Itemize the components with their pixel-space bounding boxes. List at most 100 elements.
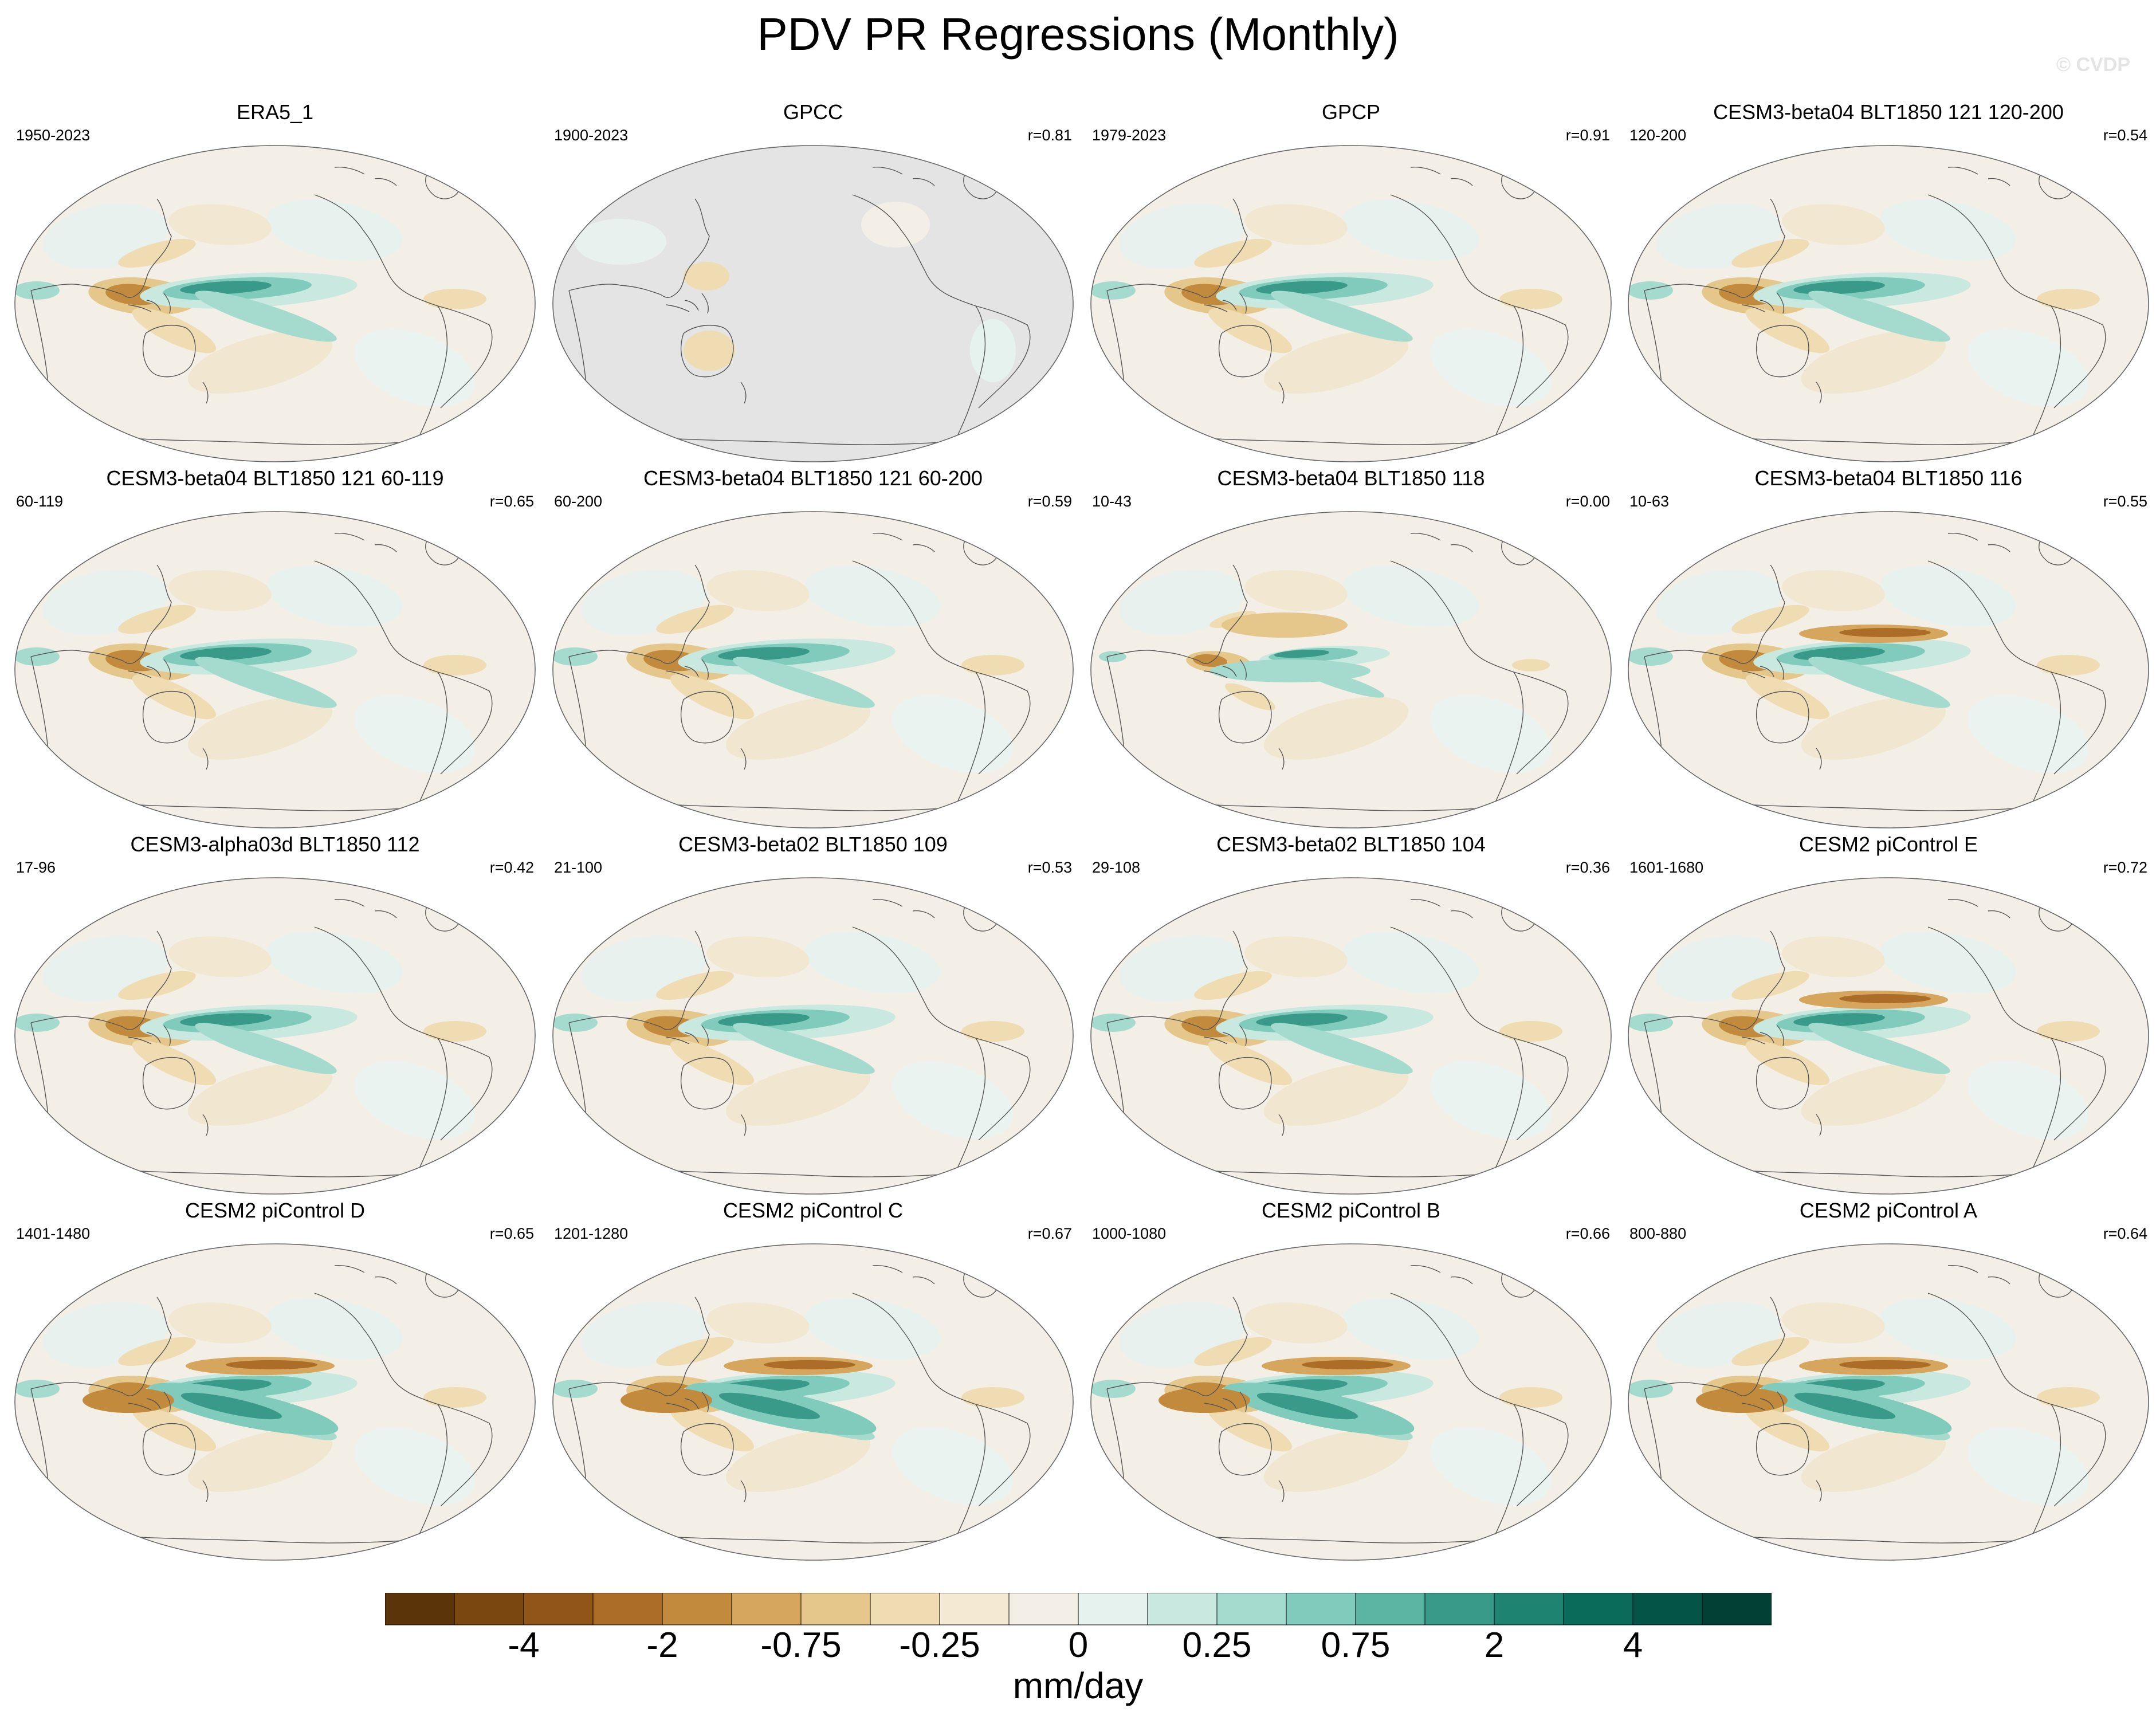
land-dry-patch — [684, 262, 729, 290]
dry-amazon — [961, 655, 1024, 676]
wet-indian-ocean — [1628, 1380, 1673, 1398]
map-panel: CESM3-beta04 BLT1850 121 120-200 120-200 r… — [1619, 100, 2156, 466]
dry-amazon — [2037, 1021, 2100, 1042]
panel-period: 1979-2023 — [1092, 127, 1167, 144]
colorbar-tick-label: 2 — [1485, 1625, 1504, 1662]
coastline — [1485, 660, 1524, 815]
weak-wet-patch — [892, 1061, 1014, 1139]
wet-strong-core — [1256, 1392, 1358, 1420]
coastline — [1278, 1114, 1285, 1136]
colorbar-tick-label: -0.75 — [760, 1625, 841, 1662]
weak-dry-patch — [168, 204, 272, 245]
coastline — [1816, 748, 1822, 770]
regression-map — [1090, 1243, 1612, 1561]
coastline — [1218, 1423, 1272, 1476]
wet-indian-ocean — [15, 647, 60, 666]
weak-wet-band — [1210, 659, 1370, 682]
coastlines — [1106, 898, 1611, 1181]
watermark: © CVDP — [2056, 54, 2130, 76]
panel-title: ERA5_1 — [236, 100, 314, 124]
coastline — [568, 1297, 710, 1396]
coastline — [1816, 1114, 1822, 1136]
wet-diagonal-band — [1271, 290, 1413, 342]
coastline — [975, 671, 1031, 775]
coastline — [1741, 1025, 1784, 1046]
weak-wet-patch — [354, 1427, 476, 1505]
coastline — [202, 1480, 209, 1502]
wet-strong-core — [718, 1392, 820, 1420]
regression-map — [14, 877, 536, 1195]
panel-title: CESM3-beta04 BLT1850 118 — [1217, 466, 1485, 490]
weak-dry-patch — [187, 331, 333, 394]
panel-period: 1601-1680 — [1629, 859, 1704, 876]
panel-pattern-correlation: r=0.65 — [489, 493, 534, 510]
map-border — [1090, 877, 1612, 1195]
weak-wet-patch — [266, 1298, 403, 1360]
coastline — [437, 1038, 493, 1141]
wet-indian-ocean — [553, 1014, 598, 1032]
weak-dry-patch — [1801, 331, 1946, 394]
coastline — [142, 1057, 196, 1110]
coastline — [1106, 198, 1248, 298]
panel-pattern-correlation: r=0.64 — [2103, 1225, 2147, 1242]
map-field — [1628, 146, 2149, 462]
panel-title: CESM2 piControl C — [722, 1199, 904, 1222]
coastline — [2022, 1392, 2061, 1547]
map-panel: CESM2 piControl D 1401-1480 r=0.65 — [6, 1198, 544, 1565]
panel-pattern-correlation: r=0.66 — [1565, 1225, 1610, 1242]
coastline — [1410, 166, 1473, 186]
coastline — [2051, 1404, 2106, 1507]
dry-nw-band — [656, 604, 734, 634]
colorbar-swatch — [523, 1593, 594, 1625]
map-panel: CESM2 piControl B 1000-1080 r=0.66 — [1082, 1198, 1620, 1565]
wet-diagonal-band — [195, 290, 337, 342]
coastline — [1218, 691, 1272, 744]
dry-amazon — [1499, 1387, 1562, 1408]
regression-map — [1090, 877, 1612, 1195]
colorbar-tick-label: 0.25 — [1183, 1625, 1252, 1662]
dry-nw-band — [1731, 238, 1809, 268]
dry-amazon — [423, 1387, 486, 1408]
colorbar-swatch — [1008, 1593, 1079, 1625]
wet-indian-ocean — [553, 1380, 598, 1398]
panel-title: GPCC — [783, 100, 843, 124]
dry-nw-band — [118, 604, 196, 634]
coastline — [128, 659, 171, 680]
coastline — [666, 1391, 709, 1412]
land-patch — [861, 202, 930, 248]
map-field — [1091, 878, 1611, 1194]
wet-indian-ocean — [1091, 1014, 1136, 1032]
panel-pattern-correlation: r=0.91 — [1565, 127, 1610, 144]
weak-wet-patch — [1430, 329, 1552, 407]
dry-nw-band — [1731, 604, 1809, 634]
colorbar-swatch — [1147, 1593, 1218, 1625]
coastline — [666, 1025, 709, 1046]
panel-pattern-correlation: r=0.81 — [1027, 127, 1072, 144]
dry-strong-core — [83, 1388, 174, 1413]
coastline — [568, 564, 710, 664]
wet-indian-ocean — [1091, 1380, 1136, 1398]
dry-nw-band — [118, 1337, 196, 1366]
panel-pattern-correlation: r=0.65 — [489, 1225, 534, 1242]
dry-amazon — [961, 1387, 1024, 1408]
coastline — [740, 1114, 747, 1136]
land-wet-patch — [575, 219, 666, 265]
coastline — [1513, 305, 1569, 409]
coastline — [1204, 659, 1247, 680]
coastline — [128, 1391, 171, 1412]
colorbar-swatch — [385, 1593, 455, 1625]
coastline — [1644, 564, 1785, 664]
map-border — [552, 145, 1074, 462]
dry-nw-band — [656, 1337, 734, 1366]
weak-dry-patch — [1244, 204, 1348, 245]
coastline — [852, 1293, 948, 1393]
coastline — [30, 564, 172, 664]
weak-dry-patch — [1263, 331, 1409, 394]
dry-itcz-core — [764, 1360, 855, 1369]
land-wet-patch — [970, 319, 1016, 382]
dry-nw-band — [1194, 971, 1272, 1000]
panel-pattern-correlation: r=0.36 — [1565, 859, 1610, 876]
weak-dry-patch — [168, 936, 272, 977]
wet-diagonal-band — [1808, 657, 1950, 708]
weak-dry-patch — [725, 1429, 871, 1492]
